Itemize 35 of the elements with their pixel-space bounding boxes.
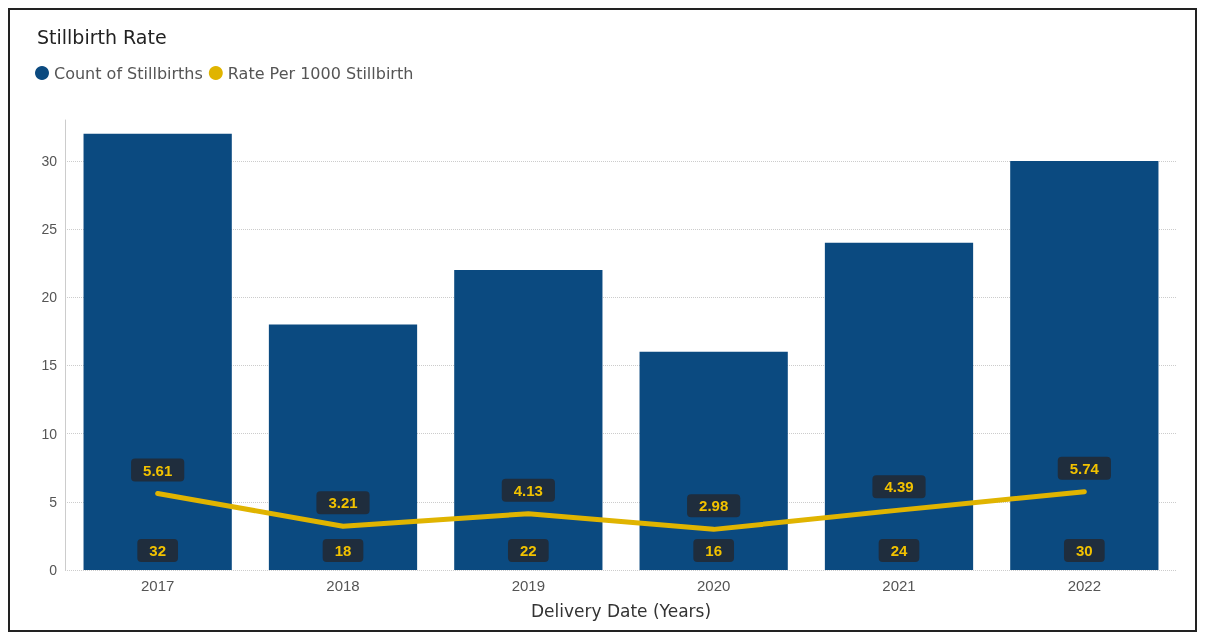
x-tick-label: 2017 bbox=[140, 577, 175, 594]
bar bbox=[639, 351, 788, 570]
legend-label: Count of Stillbirths bbox=[54, 63, 203, 83]
data-label: 22 bbox=[519, 542, 537, 559]
data-label: 16 bbox=[705, 542, 723, 559]
x-tick-label: 2018 bbox=[326, 577, 360, 594]
y-tick-label: 15 bbox=[41, 357, 58, 374]
x-tick-label: 2019 bbox=[511, 577, 546, 594]
chart-title: Stillbirth Rate bbox=[37, 25, 167, 48]
y-tick-label: 10 bbox=[41, 425, 58, 442]
data-label: 5.74 bbox=[1069, 459, 1100, 477]
bar bbox=[1010, 160, 1159, 570]
y-tick-label: 20 bbox=[41, 289, 58, 306]
data-label: 2.98 bbox=[699, 497, 729, 515]
bar bbox=[824, 242, 974, 570]
bar bbox=[83, 133, 232, 570]
data-label: 18 bbox=[334, 542, 352, 559]
y-tick-label: 30 bbox=[41, 152, 58, 169]
y-tick-label: 25 bbox=[41, 221, 58, 238]
data-label: 3.21 bbox=[328, 494, 358, 512]
data-label: 24 bbox=[890, 542, 908, 559]
bar bbox=[268, 324, 418, 570]
x-tick-label: 2022 bbox=[1067, 577, 1102, 594]
data-label: 5.61 bbox=[143, 461, 173, 479]
x-axis-title: Delivery Date (Years) bbox=[530, 600, 712, 621]
data-label: 32 bbox=[149, 542, 167, 559]
legend-label: Rate Per 1000 Stillbirth bbox=[227, 63, 414, 83]
x-tick-label: 2020 bbox=[696, 577, 731, 594]
y-tick-label: 5 bbox=[49, 493, 58, 510]
y-tick-label: 0 bbox=[49, 562, 58, 578]
bar bbox=[454, 270, 603, 570]
data-label: 30 bbox=[1075, 542, 1093, 559]
x-tick-label: 2021 bbox=[882, 577, 916, 594]
data-label: 4.13 bbox=[513, 481, 543, 499]
data-label: 4.39 bbox=[884, 478, 914, 496]
